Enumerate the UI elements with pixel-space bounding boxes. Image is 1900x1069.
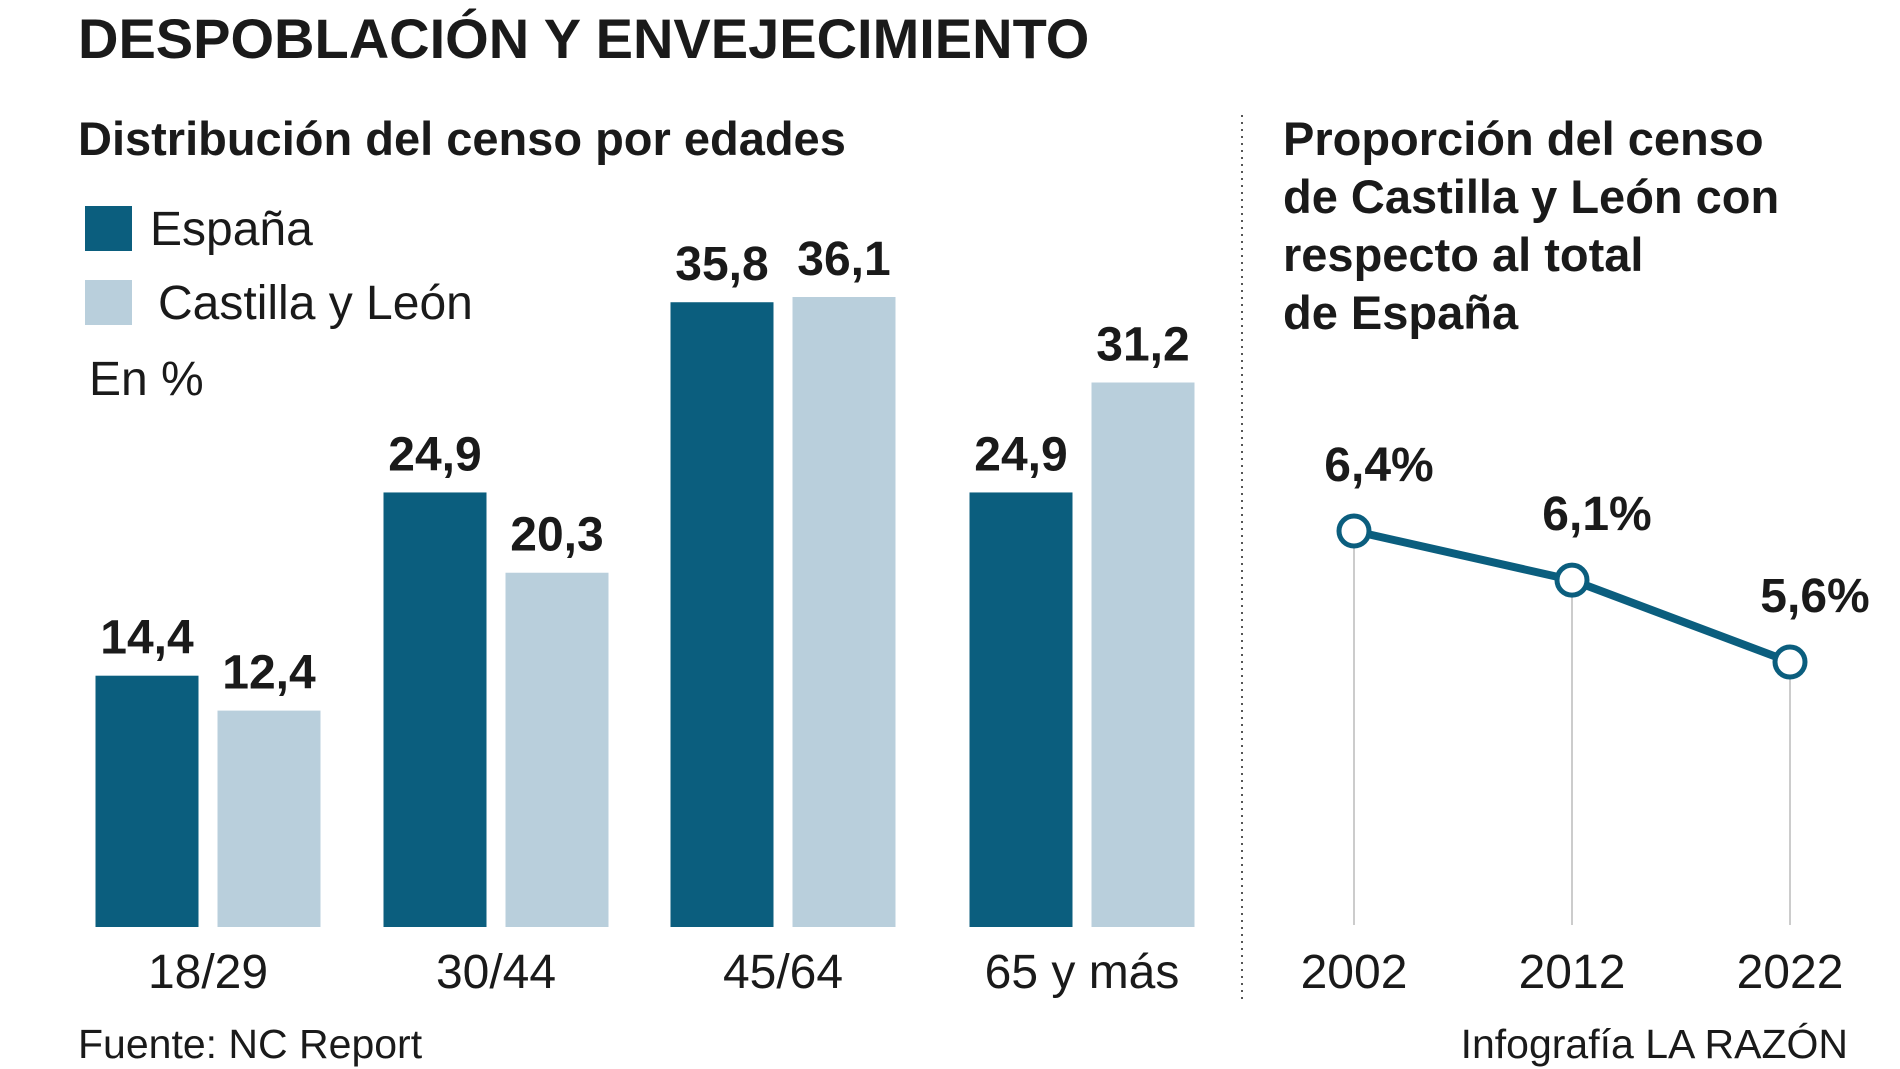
- value-label: 6,4%: [1324, 439, 1433, 492]
- line-chart-title: respecto al total: [1283, 228, 1643, 281]
- line-chart-title: Proporción del censo: [1283, 112, 1764, 165]
- point: [1772, 644, 1808, 680]
- x-tick-label: 18/29: [148, 946, 268, 999]
- credit: Infografía LA RAZÓN: [1461, 1021, 1848, 1067]
- legend-swatch: [85, 206, 132, 251]
- bar: [792, 297, 896, 927]
- value-label: 14,4: [100, 612, 194, 665]
- bar: [383, 492, 487, 927]
- value-label: 24,9: [388, 428, 481, 481]
- value-label: 20,3: [510, 509, 603, 562]
- x-tick-label: 45/64: [723, 946, 843, 999]
- x-tick-label: 2002: [1301, 946, 1408, 999]
- point: [1336, 513, 1372, 549]
- value-label: 36,1: [797, 233, 890, 286]
- bar: [217, 710, 321, 927]
- bar: [95, 675, 199, 927]
- source: Fuente: NC Report: [78, 1021, 423, 1067]
- line-chart-title: de España: [1283, 286, 1519, 339]
- bar: [969, 492, 1073, 927]
- value-label: 24,9: [974, 428, 1067, 481]
- bar: [670, 302, 774, 927]
- bar: [505, 572, 609, 927]
- bar-chart-title: Distribución del censo por edades: [78, 112, 846, 165]
- value-label: 35,8: [675, 238, 768, 291]
- unit-note: En %: [89, 353, 204, 406]
- legend-swatch: [85, 280, 132, 325]
- x-tick-label: 30/44: [436, 946, 556, 999]
- x-tick-label: 65 y más: [985, 946, 1180, 999]
- value-label: 12,4: [222, 647, 316, 700]
- value-label: 31,2: [1096, 319, 1189, 372]
- value-label: 5,6%: [1760, 570, 1869, 623]
- main-title: DESPOBLACIÓN Y ENVEJECIMIENTO: [78, 7, 1089, 70]
- line-chart-title: de Castilla y León con: [1283, 170, 1779, 223]
- point: [1554, 562, 1590, 598]
- legend-label: España: [150, 203, 313, 256]
- value-label: 6,1%: [1542, 488, 1651, 541]
- legend-label: Castilla y León: [158, 277, 473, 330]
- x-tick-label: 2012: [1519, 946, 1626, 999]
- bar: [1091, 382, 1195, 927]
- x-tick-label: 2022: [1737, 946, 1844, 999]
